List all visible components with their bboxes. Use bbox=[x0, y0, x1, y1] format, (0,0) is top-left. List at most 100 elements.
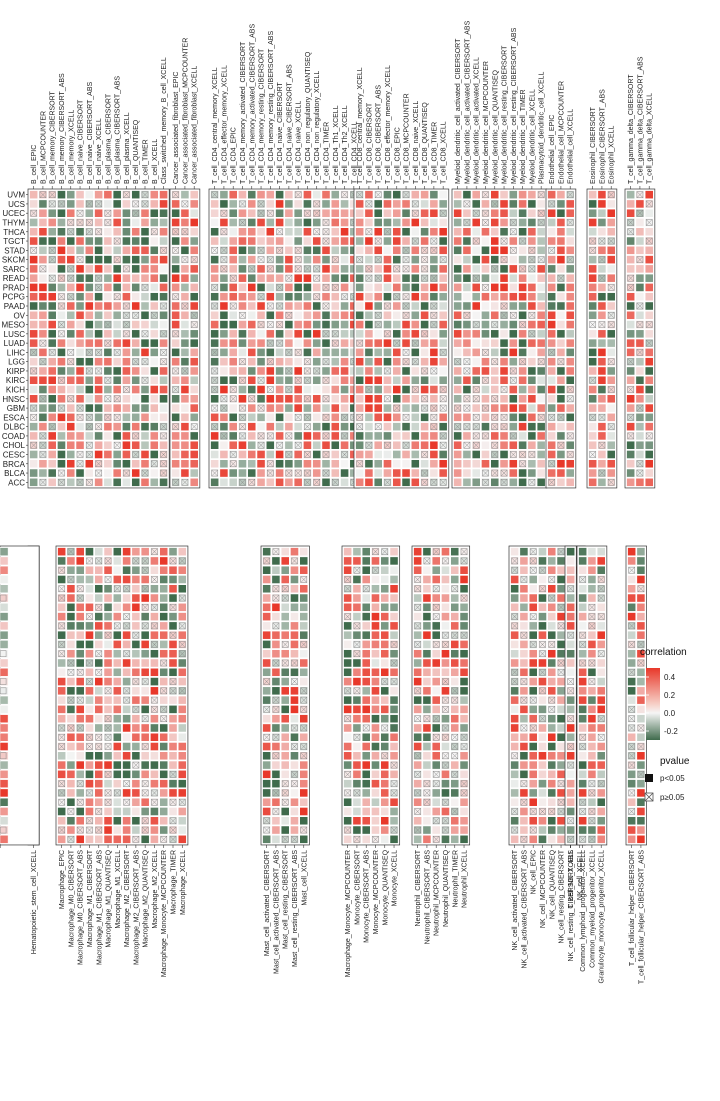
heatmap-cell bbox=[247, 403, 257, 413]
heatmap-cell bbox=[371, 630, 380, 640]
heatmap-cell bbox=[626, 320, 635, 329]
heatmap-cell bbox=[47, 301, 57, 311]
heatmap-cell bbox=[364, 329, 374, 339]
heatmap-cell bbox=[66, 770, 76, 779]
cancer-label: GBM bbox=[7, 404, 26, 413]
column-label: B_cell_TIMER bbox=[143, 139, 150, 184]
heatmap-cell bbox=[299, 612, 309, 621]
heatmap-cell bbox=[355, 208, 364, 218]
heatmap-cell bbox=[597, 255, 607, 264]
heatmap-cell bbox=[547, 742, 557, 751]
heatmap-cell bbox=[247, 431, 257, 441]
heatmap-cell bbox=[303, 218, 312, 227]
heatmap-cell bbox=[238, 440, 247, 450]
heatmap-cell bbox=[490, 329, 500, 339]
heatmap-cell bbox=[527, 329, 537, 339]
heatmap-cell bbox=[401, 375, 411, 385]
heatmap-cell bbox=[528, 621, 538, 631]
heatmap-cell bbox=[47, 310, 57, 320]
heatmap-cell bbox=[290, 770, 299, 779]
heatmap-cell bbox=[57, 255, 66, 264]
heatmap-cell bbox=[168, 751, 178, 761]
heatmap-cell bbox=[565, 329, 575, 339]
heatmap-cell bbox=[528, 575, 538, 584]
heatmap-cell bbox=[189, 338, 199, 348]
heatmap-cell bbox=[565, 236, 575, 246]
heatmap-cell bbox=[290, 732, 299, 742]
heatmap-cell bbox=[401, 301, 411, 311]
heatmap-cell bbox=[38, 218, 48, 227]
heatmap-cell bbox=[238, 459, 247, 469]
heatmap-cell bbox=[509, 468, 518, 478]
heatmap-cell bbox=[635, 413, 645, 422]
heatmap-cell bbox=[303, 459, 312, 469]
heatmap-cell bbox=[490, 227, 500, 237]
heatmap-cell bbox=[490, 236, 500, 246]
heatmap-cell bbox=[481, 375, 490, 385]
heatmap-cell bbox=[627, 732, 636, 742]
heatmap-cell bbox=[266, 478, 275, 487]
heatmap-cell bbox=[528, 714, 538, 723]
heatmap-cell bbox=[626, 292, 635, 302]
heatmap-cell bbox=[312, 329, 322, 339]
heatmap-cell bbox=[383, 394, 392, 404]
heatmap-cell bbox=[644, 394, 654, 404]
heatmap-cell bbox=[228, 283, 238, 292]
heatmap-cell bbox=[38, 236, 48, 246]
heatmap-cell bbox=[343, 603, 352, 612]
heatmap-cell bbox=[94, 450, 103, 459]
heatmap-cell bbox=[596, 760, 606, 770]
legend: correlation 0.40.20.0-0.2 pvalue p<0.05 … bbox=[640, 647, 690, 802]
heatmap-cell bbox=[189, 329, 199, 339]
heatmap-cell bbox=[413, 565, 422, 575]
heatmap-cell bbox=[66, 348, 76, 357]
heatmap-cell bbox=[330, 320, 340, 329]
cancer-label: DLBC bbox=[4, 423, 26, 432]
heatmap-cell bbox=[606, 301, 616, 311]
heatmap-cell bbox=[556, 208, 566, 218]
heatmap-cell bbox=[284, 310, 294, 320]
column-label: NK_cell_resting_CIBERSORT bbox=[559, 849, 566, 943]
heatmap-cell bbox=[171, 385, 180, 394]
heatmap-cell bbox=[290, 565, 299, 575]
heatmap-cell bbox=[75, 283, 85, 292]
heatmap-cell bbox=[275, 468, 284, 478]
heatmap-cell bbox=[29, 375, 38, 385]
heatmap-cell bbox=[343, 584, 352, 594]
heatmap-cell bbox=[355, 329, 364, 339]
heatmap-cell bbox=[499, 431, 509, 441]
heatmap-cell bbox=[566, 714, 575, 723]
heatmap-cell bbox=[538, 593, 547, 603]
heatmap-cell bbox=[383, 264, 392, 274]
heatmap-cell bbox=[66, 450, 76, 459]
heatmap-cell bbox=[159, 658, 169, 668]
heatmap-cell bbox=[293, 199, 303, 209]
heatmap-cell bbox=[149, 375, 159, 385]
heatmap-cell bbox=[280, 705, 290, 714]
heatmap-cell bbox=[490, 478, 500, 487]
heatmap-cell bbox=[626, 338, 635, 348]
heatmap-cell bbox=[159, 667, 169, 677]
heatmap-cell bbox=[578, 788, 587, 798]
heatmap-cell bbox=[438, 413, 448, 422]
heatmap-cell bbox=[312, 273, 322, 283]
heatmap-cell bbox=[293, 301, 303, 311]
heatmap-cell bbox=[113, 705, 122, 714]
heatmap-cell bbox=[401, 431, 411, 441]
heatmap-cell bbox=[352, 630, 362, 640]
heatmap-cell bbox=[462, 301, 472, 311]
heatmap-cell bbox=[422, 788, 432, 798]
heatmap-cell bbox=[536, 366, 546, 376]
heatmap-cell bbox=[547, 723, 557, 733]
heatmap-cell bbox=[131, 705, 141, 714]
heatmap-cell bbox=[113, 621, 122, 631]
cancer-label: KIRC bbox=[6, 376, 25, 385]
heatmap-cell bbox=[131, 283, 141, 292]
heatmap-cell bbox=[596, 797, 606, 807]
heatmap-cell bbox=[94, 825, 104, 835]
column-label: T_cell_CD8_effector_memory_XCELL bbox=[385, 65, 392, 184]
heatmap-cell bbox=[140, 357, 150, 366]
heatmap-cell bbox=[29, 292, 38, 302]
heatmap-cell bbox=[149, 246, 159, 255]
heatmap-cell bbox=[210, 329, 219, 339]
